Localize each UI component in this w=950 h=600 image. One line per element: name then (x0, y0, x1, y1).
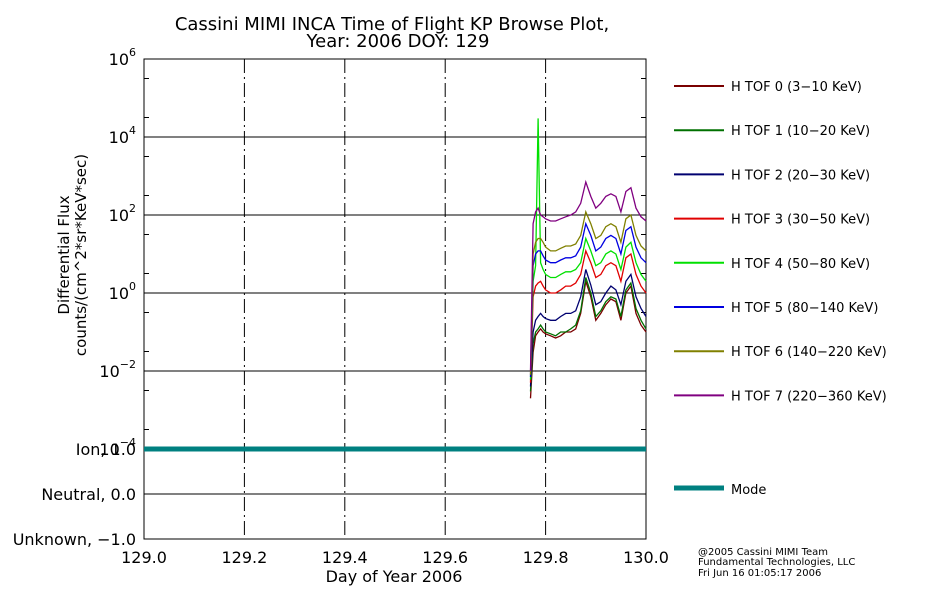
flux-y-tick-label-2: 100 (109, 280, 136, 303)
legend-label-1: H TOF 1 (10−20 KeV) (731, 124, 870, 139)
legend-label-2: H TOF 2 (20−30 KeV) (731, 168, 870, 183)
mode-y-tick-label-0: Ion, 1.0 (76, 440, 136, 459)
x-tick-label-4: 129.8 (523, 548, 569, 567)
legend-label-mode: Mode (731, 483, 766, 498)
y-axis-label-line1: Differential Flux (55, 195, 73, 314)
flux-y-tick-label-5: 106 (109, 46, 136, 69)
legend-label-5: H TOF 5 (80−140 KeV) (731, 301, 878, 316)
credit-line2: Fundamental Technologies, LLC (698, 557, 855, 568)
flux-series-line-1 (529, 277, 647, 392)
chart-title-line1: Cassini MIMI INCA Time of Flight KP Brow… (175, 14, 609, 35)
flux-y-tick-base: 10 (109, 128, 129, 147)
x-tick-label-2: 129.4 (322, 548, 368, 567)
chart-title-line2: Year: 2006 DOY: 129 (306, 31, 490, 52)
flux-y-tick-exponent: −2 (120, 358, 136, 371)
flux-y-tick-base: 10 (109, 50, 129, 69)
flux-y-tick-label-1: 10−2 (99, 358, 136, 381)
flux-y-tick-label-0: 10−4 (99, 436, 136, 459)
legend-label-6: H TOF 6 (140−220 KeV) (731, 345, 887, 360)
flux-y-tick-base: 10 (109, 206, 129, 225)
flux-y-tick-base: 10 (99, 362, 119, 381)
flux-y-tick-exponent: 4 (129, 124, 136, 137)
flux-series-line-2 (529, 269, 647, 387)
x-axis-label: Day of Year 2006 (326, 567, 463, 586)
flux-y-tick-exponent: 6 (129, 46, 136, 59)
legend: H TOF 0 (3−10 KeV) H TOF 1 (10−20 KeV) H T… (674, 80, 887, 498)
flux-y-tick-base: 10 (109, 284, 129, 303)
legend-label-0: H TOF 0 (3−10 KeV) (731, 80, 862, 95)
flux-series-line-3 (529, 248, 647, 383)
flux-series-line-7 (529, 179, 647, 372)
y-axis-label-line2: counts/(cm^2*sr*KeV*sec) (72, 154, 90, 356)
mode-y-tick-label-1: Neutral, 0.0 (41, 485, 136, 504)
legend-label-7: H TOF 7 (220−360 KeV) (731, 389, 887, 404)
flux-series-line-5 (529, 221, 647, 378)
flux-y-tick-label-3: 102 (109, 202, 136, 225)
mode-y-tick-label-2: Unknown, −1.0 (13, 530, 136, 549)
legend-label-3: H TOF 3 (30−50 KeV) (731, 213, 870, 228)
credit-line3: Fri Jun 16 01:05:17 2006 (698, 568, 821, 579)
x-tick-label-1: 129.2 (221, 548, 267, 567)
flux-series-line-6 (529, 209, 647, 375)
credit-line1: @2005 Cassini MIMI Team (698, 547, 828, 558)
flux-plot-frame (143, 58, 647, 450)
flux-y-tick-exponent: −4 (120, 436, 136, 449)
flux-y-tick-exponent: 2 (129, 202, 136, 215)
flux-y-tick-exponent: 0 (129, 280, 136, 293)
flux-series-line-4 (529, 118, 647, 380)
flux-y-tick-label-4: 104 (109, 124, 136, 147)
x-tick-label-3: 129.6 (422, 548, 468, 567)
x-tick-label-0: 129.0 (121, 548, 167, 567)
x-tick-label-5: 130.0 (623, 548, 669, 567)
flux-y-tick-base: 10 (99, 440, 119, 459)
legend-label-4: H TOF 4 (50−80 KeV) (731, 257, 870, 272)
